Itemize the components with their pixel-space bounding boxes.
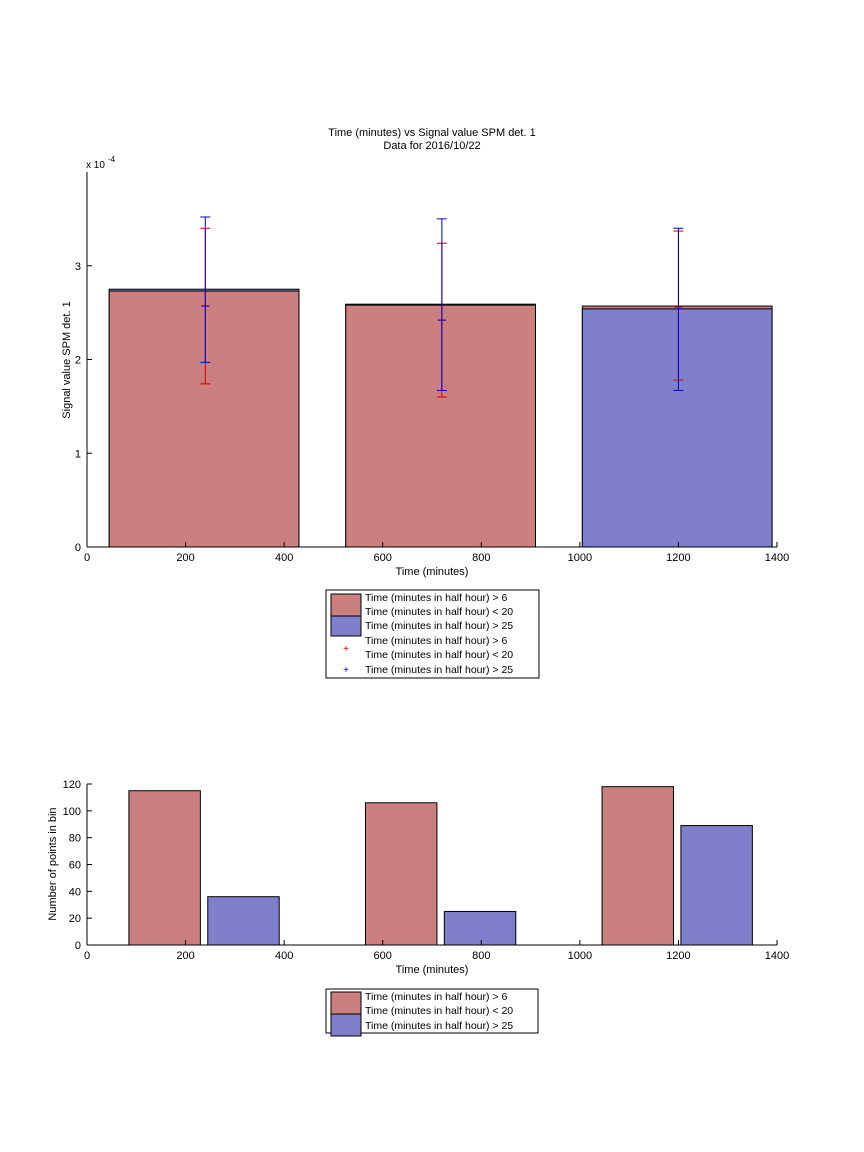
legend-item-label: Time (minutes in half hour) > 6 [365, 592, 507, 604]
legend-blue-patch [330, 615, 362, 637]
legend-item-label: Time (minutes in half hour) > 6 [365, 991, 507, 1003]
x-tick-label: 400 [275, 950, 293, 962]
chart-title: Time (minutes) vs Signal value SPM det. … [328, 127, 535, 139]
bar-blue [581, 308, 773, 548]
y-axis-label: Number of points in bin [47, 807, 59, 920]
legend-item-label: Time (minutes in half hour) < 20 [365, 606, 513, 618]
signal-chart: Time (minutes) vs Signal value SPM det. … [61, 127, 789, 679]
chart-subtitle: Data for 2016/10/22 [383, 140, 480, 152]
x-tick-label: 600 [374, 552, 392, 564]
x-axis-label: Time (minutes) [396, 566, 469, 578]
y-axis-label: Signal value SPM det. 1 [61, 301, 73, 418]
x-tick-label: 0 [84, 552, 90, 564]
y-tick-label: 20 [69, 913, 81, 925]
legend-red-patch [330, 593, 362, 617]
legend-item-label: Time (minutes in half hour) > 6 [365, 635, 507, 647]
y-tick-label: 1 [75, 448, 81, 460]
x-tick-label: 200 [176, 950, 194, 962]
x-tick-label: 1200 [666, 552, 690, 564]
x-tick-label: 1200 [666, 950, 690, 962]
y-tick-label: 80 [69, 833, 81, 845]
bar-blue [443, 910, 517, 946]
x-tick-label: 1000 [568, 552, 592, 564]
bar-red [108, 290, 300, 548]
bar-blue [680, 825, 753, 946]
x-tick-label: 1400 [765, 950, 789, 962]
legend-item-label: Time (minutes in half hour) > 25 [365, 1020, 513, 1032]
legend-item-label: Time (minutes in half hour) < 20 [365, 649, 513, 661]
legend: Time (minutes in half hour) > 6 Time (mi… [325, 988, 539, 1037]
legend-item-label: Time (minutes in half hour) > 25 [365, 620, 513, 632]
x-axis-label: Time (minutes) [396, 964, 469, 976]
x-tick-label: 800 [472, 552, 490, 564]
bar-red [601, 786, 674, 946]
y-tick-label: 3 [75, 261, 81, 273]
x-tick-label: 800 [472, 950, 490, 962]
bar-red [364, 802, 438, 946]
x-tick-label: 0 [84, 950, 90, 962]
legend-red-plus-icon: + [343, 644, 349, 655]
x-tick-label: 200 [176, 552, 194, 564]
bar-red [128, 790, 201, 946]
y-tick-label: 100 [63, 806, 81, 818]
legend-blue-patch [330, 1013, 362, 1037]
x-tick-label: 400 [275, 552, 293, 564]
y-exponent-power: -4 [108, 155, 116, 164]
y-tick-label: 0 [75, 940, 81, 952]
y-tick-label: 120 [63, 779, 81, 791]
x-tick-label: 1400 [765, 552, 789, 564]
bar-blue [207, 896, 280, 946]
y-tick-label: 0 [75, 542, 81, 554]
count-chart: 0 200 400 600 800 1000 1200 1400 0 20 40 60 80 100 120… [47, 779, 789, 1037]
legend-red-patch [330, 991, 362, 1015]
legend-item-label: Time (minutes in half hour) < 20 [365, 1005, 513, 1017]
legend: Time (minutes in half hour) > 6 Time (mi… [325, 589, 540, 679]
y-tick-label: 60 [69, 860, 81, 872]
x-tick-label: 600 [374, 950, 392, 962]
y-tick-label: 2 [75, 355, 81, 367]
y-tick-label: 40 [69, 886, 81, 898]
y-exponent-base: x 10 [86, 160, 105, 171]
legend-blue-plus-icon: + [343, 665, 349, 676]
x-tick-label: 1000 [568, 950, 592, 962]
bar-red [345, 304, 536, 548]
legend-item-label: Time (minutes in half hour) > 25 [365, 664, 513, 676]
